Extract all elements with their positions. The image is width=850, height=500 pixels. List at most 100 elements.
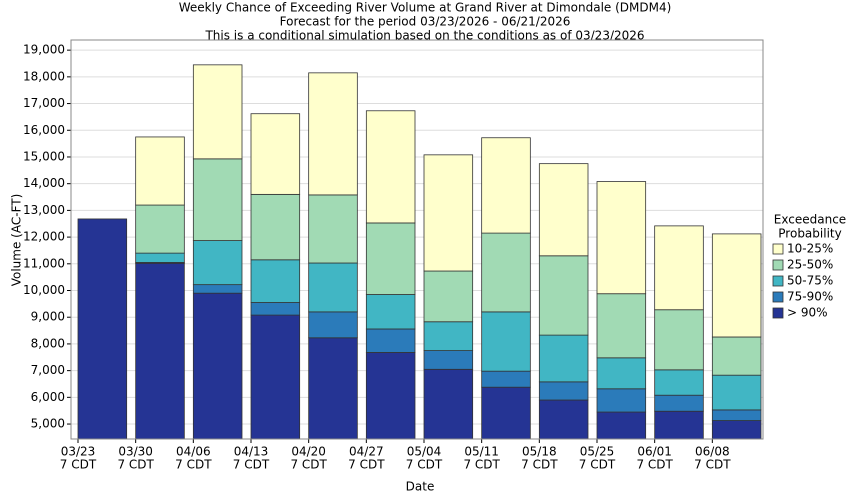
y-tick-label: 7,000 (31, 363, 65, 377)
x-tick-label: 04/13 (234, 445, 269, 459)
x-tick-label: 04/20 (291, 445, 326, 459)
y-tick-label: 5,000 (31, 417, 65, 431)
x-tick-label: 7 CDT (694, 458, 731, 472)
bar-segment (481, 137, 531, 234)
x-tick-label: 7 CDT (60, 458, 97, 472)
bar-segment (423, 368, 474, 440)
legend-title: Probability (778, 227, 841, 241)
bar-segment (135, 136, 185, 206)
bar-segment (365, 328, 416, 353)
bar-segment (481, 232, 531, 313)
x-tick-label: 04/27 (349, 445, 384, 459)
y-tick-label: 17,000 (23, 96, 65, 110)
y-tick-label: 14,000 (23, 176, 65, 190)
bar-segment (538, 163, 589, 257)
x-tick-label: 05/04 (407, 445, 442, 459)
bar-segment (192, 240, 243, 286)
legend-swatch (772, 243, 784, 255)
bar-segment (77, 218, 128, 440)
bar-segment (308, 337, 358, 440)
y-axis-label: Volume (AC-FT) (10, 194, 24, 287)
y-tick-label: 9,000 (31, 310, 65, 324)
bar-segment (250, 302, 301, 316)
legend-label: 50-75% (787, 274, 833, 288)
bar-segment (135, 204, 185, 254)
x-tick-label: 7 CDT (636, 458, 673, 472)
bar-segment (250, 314, 301, 440)
x-tick-label: 06/08 (695, 445, 730, 459)
x-tick-label: 7 CDT (233, 458, 270, 472)
chart-title: Weekly Chance of Exceeding River Volume … (179, 1, 672, 15)
bar-segment (538, 399, 589, 440)
y-tick-label: 19,000 (23, 43, 65, 57)
bar-segment (365, 110, 416, 224)
bar-segment (654, 309, 704, 371)
bar-segment (192, 64, 243, 160)
legend-label: 10-25% (787, 242, 833, 256)
bar-segment (481, 386, 531, 440)
legend-swatch (772, 275, 784, 287)
bar-segment (365, 222, 416, 295)
y-tick-label: 10,000 (23, 283, 65, 297)
x-tick-label: 7 CDT (117, 458, 154, 472)
x-tick-label: 05/11 (464, 445, 499, 459)
bar-segment (596, 388, 647, 413)
legend-label: > 90% (787, 306, 828, 320)
plot-frame (70, 39, 764, 440)
x-tick-label: 7 CDT (406, 458, 443, 472)
bar-segment (711, 409, 762, 421)
bar-segment (250, 193, 301, 261)
bar-segment (423, 270, 474, 323)
bar-segment (135, 252, 185, 263)
x-tick-label: 05/18 (522, 445, 557, 459)
bar-segment (654, 369, 704, 396)
bar-segment (365, 352, 416, 440)
legend-swatch (772, 259, 784, 271)
x-tick-label: 04/06 (176, 445, 211, 459)
bar-segment (654, 410, 704, 440)
y-tick-label: 13,000 (23, 203, 65, 217)
x-tick-label: 03/30 (118, 445, 153, 459)
x-tick-label: 05/25 (580, 445, 615, 459)
bar-segment (596, 357, 647, 390)
bar-segment (250, 259, 301, 303)
x-tick-label: 7 CDT (463, 458, 500, 472)
bar-segment (596, 293, 647, 359)
y-tick-label: 11,000 (23, 256, 65, 270)
bar-segment (596, 181, 647, 295)
bar-segment (481, 311, 531, 372)
bar-segment (423, 321, 474, 352)
x-tick-label: 03/23 (61, 445, 96, 459)
y-tick-label: 6,000 (31, 390, 65, 404)
bar-segment (308, 262, 358, 313)
x-tick-label: 7 CDT (175, 458, 212, 472)
bar-segment (250, 113, 301, 195)
bar-segment (596, 411, 647, 440)
y-tick-label: 8,000 (31, 336, 65, 350)
bar-segment (308, 72, 358, 196)
chart-subtitle: Forecast for the period 03/23/2026 - 06/… (280, 15, 571, 29)
legend-swatch (772, 307, 784, 319)
bar-segment (711, 420, 762, 440)
legend-label: 75-90% (787, 290, 833, 304)
x-tick-label: 7 CDT (579, 458, 616, 472)
bar-segment (654, 394, 704, 412)
bar-segment (192, 292, 243, 440)
bar-segment (711, 233, 762, 338)
y-tick-label: 18,000 (23, 69, 65, 83)
bar-segment (538, 381, 589, 401)
x-tick-label: 7 CDT (521, 458, 558, 472)
y-tick-label: 16,000 (23, 123, 65, 137)
bar-segment (711, 336, 762, 376)
chart-note: This is a conditional simulation based o… (204, 29, 644, 43)
bar-segment (192, 284, 243, 294)
bar-segment (711, 374, 762, 411)
legend-title: Exceedance (774, 213, 846, 227)
bar-segment (135, 262, 185, 440)
bar-segment (192, 158, 243, 241)
bar-segment (308, 194, 358, 264)
x-axis-label: Date (406, 480, 435, 494)
bar-segment (538, 255, 589, 336)
plot-area (71, 40, 763, 439)
